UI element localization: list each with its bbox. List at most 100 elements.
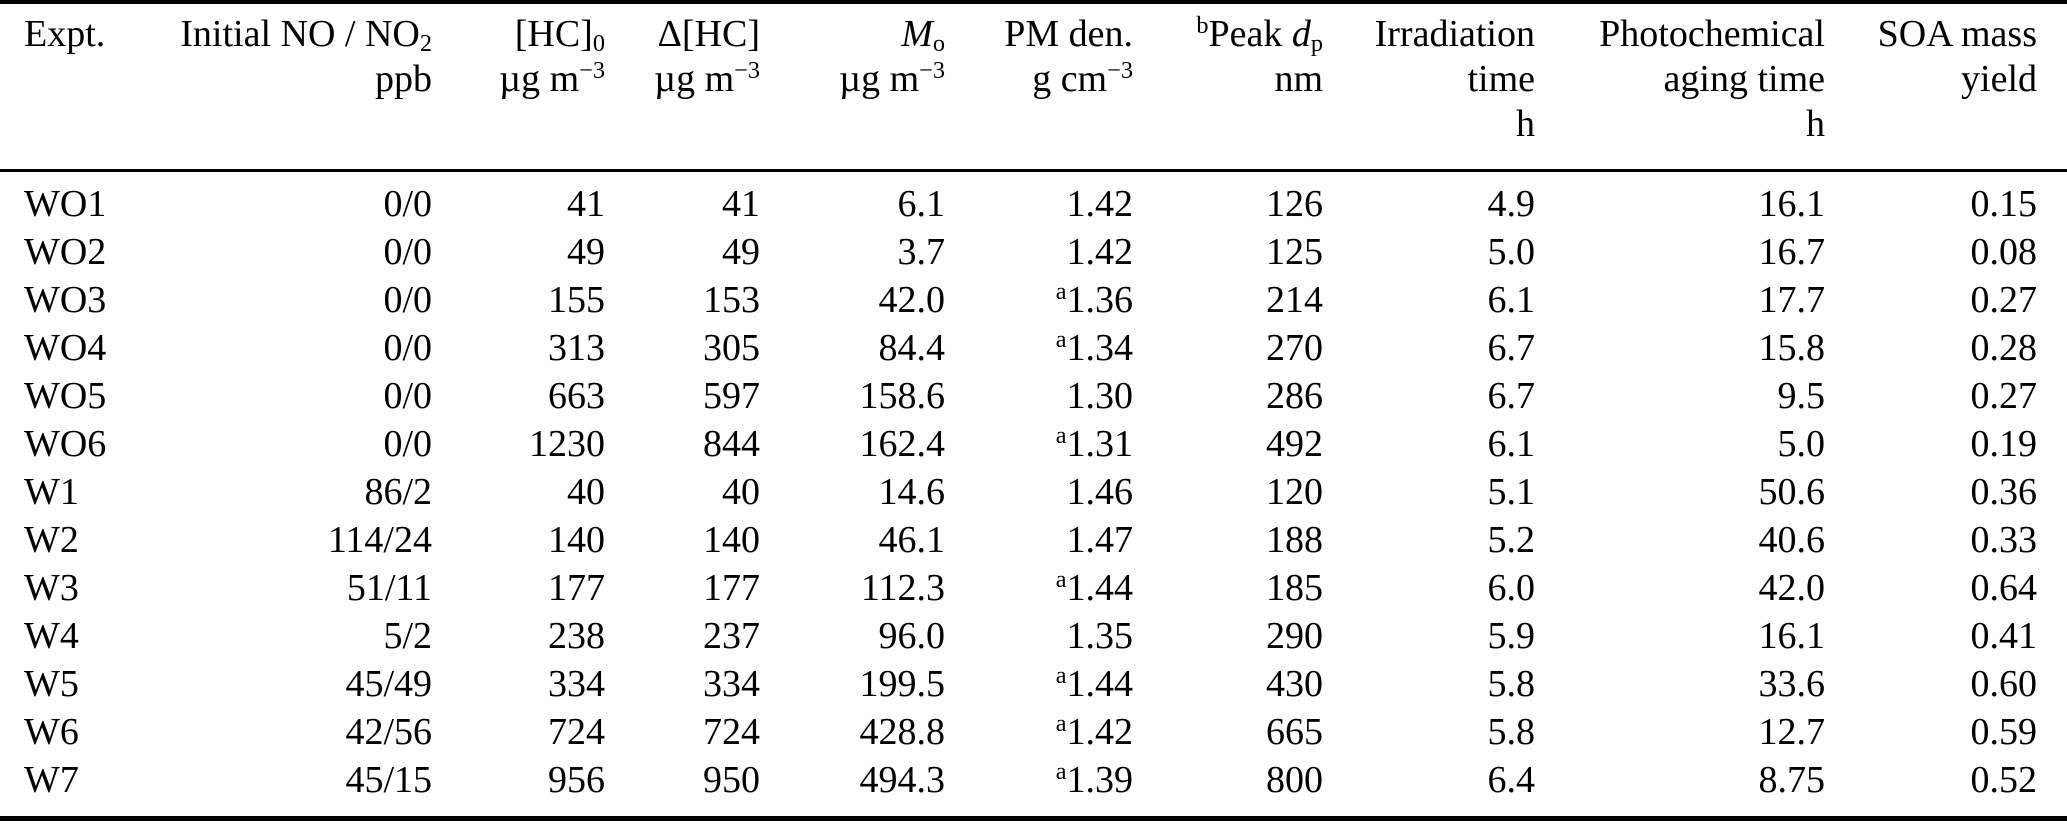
cell-irradiation-time: 5.8 — [1487, 711, 1536, 753]
cell-delta-hc: 40 — [722, 471, 760, 513]
column-header-hc-initial: [HC]0 µg m−3 — [432, 2, 605, 171]
cell-expt: WO1 — [24, 183, 107, 225]
cell-irradiation-time: 5.1 — [1487, 471, 1536, 513]
cell-photochemical-aging-time: 33.6 — [1758, 663, 1826, 705]
header-line: yield — [1961, 58, 2037, 100]
cell-soa-mass-yield: 0.15 — [1970, 183, 2038, 225]
cell-hc-initial: 334 — [548, 663, 605, 705]
header-line: Irradiation — [1374, 13, 1535, 55]
table-row-wo5: WO5 0/0 663 597 158.6 1.30 286 6.7 9.5 0.27 — [0, 372, 2067, 420]
cell-soa-mass-yield: 0.64 — [1970, 567, 2038, 609]
cell-soa-mass-yield: 0.19 — [1970, 423, 2038, 465]
cell-delta-hc: 140 — [703, 519, 760, 561]
cell-hc-initial: 663 — [548, 375, 605, 417]
cell-irradiation-time: 6.4 — [1487, 759, 1536, 801]
cell-photochemical-aging-time: 9.5 — [1777, 375, 1826, 417]
cell-pm-density: 1.30 — [1066, 375, 1134, 417]
cell-pm-density: 1.46 — [1066, 471, 1134, 513]
cell-soa-mass-yield: 0.59 — [1970, 711, 2038, 753]
cell-delta-hc: 49 — [722, 231, 760, 273]
column-header-expt: Expt. — [0, 2, 152, 171]
cell-delta-hc: 177 — [703, 567, 760, 609]
cell-delta-hc: 334 — [703, 663, 760, 705]
cell-pm-density: a1.42 — [1055, 709, 1133, 753]
header-line: aging time — [1663, 58, 1825, 100]
cell-irradiation-time: 5.0 — [1487, 231, 1536, 273]
header-line: Δ[HC] — [657, 13, 760, 55]
cell-irradiation-time: 4.9 — [1487, 183, 1536, 225]
cell-pm-density: 1.47 — [1066, 519, 1134, 561]
table-body: WO1 0/0 41 41 6.1 1.42 126 4.9 16.1 0.15 WO2 0/0 49 4… — [0, 171, 2067, 819]
cell-photochemical-aging-time: 16.1 — [1758, 183, 1826, 225]
cell-photochemical-aging-time: 50.6 — [1758, 471, 1826, 513]
table-row-w3: W3 51/11 177 177 112.3 a1.44 185 6.0 42.0 0.64 — [0, 564, 2067, 612]
cell-initial-no-no2: 0/0 — [383, 423, 432, 465]
cell-peak-dp: 126 — [1266, 183, 1323, 225]
header-line: ppb — [375, 58, 432, 100]
cell-pm-density: a1.44 — [1055, 565, 1133, 609]
cell-irradiation-time: 6.7 — [1487, 375, 1536, 417]
cell-irradiation-time: 5.2 — [1487, 519, 1536, 561]
cell-m-organic: 112.3 — [860, 567, 945, 609]
cell-delta-hc: 305 — [703, 327, 760, 369]
column-header-soa-mass-yield: SOA mass yield — [1825, 2, 2067, 171]
header-line: Expt. — [24, 13, 106, 55]
table-row-wo6: WO6 0/0 1230 844 162.4 a1.31 492 6.1 5.0 0.19 — [0, 420, 2067, 468]
cell-m-organic: 46.1 — [878, 519, 946, 561]
cell-pm-density: 1.42 — [1066, 183, 1134, 225]
cell-m-organic: 162.4 — [859, 423, 946, 465]
cell-expt: WO2 — [24, 231, 107, 273]
cell-m-organic: 14.6 — [878, 471, 946, 513]
cell-delta-hc: 41 — [722, 183, 760, 225]
cell-pm-density: a1.31 — [1055, 421, 1133, 465]
table-header: Expt. Initial NO / NO2 ppb [HC]0 µg m−3 Δ[HC]… — [0, 2, 2067, 171]
header-line: h — [1806, 103, 1825, 145]
cell-initial-no-no2: 86/2 — [364, 471, 432, 513]
cell-expt: W3 — [24, 567, 79, 609]
cell-photochemical-aging-time: 42.0 — [1758, 567, 1826, 609]
cell-photochemical-aging-time: 40.6 — [1758, 519, 1826, 561]
cell-irradiation-time: 6.1 — [1487, 279, 1536, 321]
cell-expt: W6 — [24, 711, 79, 753]
cell-m-organic: 3.7 — [897, 231, 946, 273]
cell-hc-initial: 724 — [548, 711, 605, 753]
table-row-w6: W6 42/56 724 724 428.8 a1.42 665 5.8 12.7 0.59 — [0, 708, 2067, 756]
cell-photochemical-aging-time: 8.75 — [1758, 759, 1826, 801]
cell-photochemical-aging-time: 16.1 — [1758, 615, 1826, 657]
cell-irradiation-time: 6.1 — [1487, 423, 1536, 465]
cell-expt: WO5 — [24, 375, 107, 417]
cell-expt: W2 — [24, 519, 79, 561]
header-line: h — [1516, 103, 1535, 145]
cell-photochemical-aging-time: 12.7 — [1758, 711, 1826, 753]
cell-expt: WO6 — [24, 423, 107, 465]
cell-hc-initial: 177 — [548, 567, 605, 609]
cell-pm-density: a1.34 — [1055, 325, 1133, 369]
cell-delta-hc: 237 — [703, 615, 760, 657]
cell-soa-mass-yield: 0.27 — [1970, 375, 2038, 417]
header-line: µg m−3 — [839, 56, 945, 100]
cell-m-organic: 199.5 — [859, 663, 946, 705]
table-row-w5: W5 45/49 334 334 199.5 a1.44 430 5.8 33.6 0.60 — [0, 660, 2067, 708]
header-row: Expt. Initial NO / NO2 ppb [HC]0 µg m−3 Δ[HC]… — [0, 2, 2067, 171]
cell-peak-dp: 270 — [1266, 327, 1323, 369]
cell-expt: WO4 — [24, 327, 107, 369]
cell-m-organic: 494.3 — [859, 759, 946, 801]
cell-initial-no-no2: 0/0 — [383, 183, 432, 225]
cell-soa-mass-yield: 0.33 — [1970, 519, 2038, 561]
header-line: time — [1467, 58, 1535, 100]
header-line: bPeak dp — [1196, 11, 1323, 58]
cell-pm-density: a1.36 — [1055, 277, 1133, 321]
cell-initial-no-no2: 0/0 — [383, 231, 432, 273]
cell-peak-dp: 665 — [1266, 711, 1323, 753]
cell-m-organic: 158.6 — [859, 375, 946, 417]
cell-delta-hc: 844 — [703, 423, 760, 465]
header-line: µg m−3 — [654, 56, 760, 100]
cell-soa-mass-yield: 0.60 — [1970, 663, 2038, 705]
cell-soa-mass-yield: 0.36 — [1970, 471, 2038, 513]
cell-initial-no-no2: 42/56 — [345, 711, 432, 753]
cell-delta-hc: 950 — [703, 759, 760, 801]
cell-peak-dp: 290 — [1266, 615, 1323, 657]
cell-pm-density: a1.39 — [1055, 757, 1133, 801]
cell-hc-initial: 1230 — [529, 423, 605, 465]
